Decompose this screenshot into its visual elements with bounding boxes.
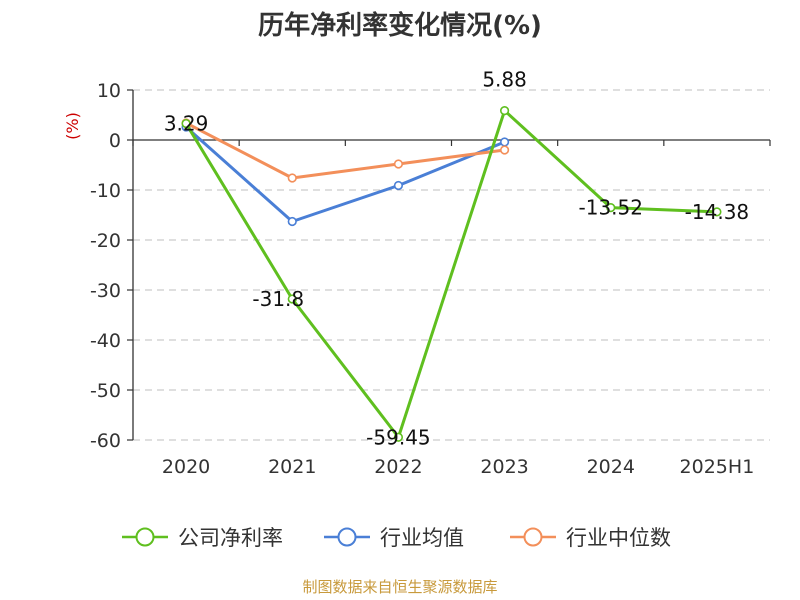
data-point bbox=[606, 203, 616, 213]
data-point bbox=[712, 207, 722, 217]
legend-swatch-marker bbox=[135, 527, 155, 547]
data-label: -31.8 bbox=[252, 287, 304, 311]
legend-label: 公司净利率 bbox=[178, 526, 283, 550]
series-line bbox=[185, 125, 506, 223]
data-source-note: 制图数据来自恒生聚源数据库 bbox=[302, 578, 497, 596]
x-tick-label: 2021 bbox=[268, 456, 316, 478]
data-point bbox=[287, 216, 297, 227]
chart-title: 历年净利率变化情况(%) bbox=[258, 10, 542, 41]
data-point bbox=[393, 159, 404, 169]
x-tick-label: 2022 bbox=[374, 456, 422, 478]
legend-item-3: 行业中位数 bbox=[510, 526, 671, 550]
data-label: -14.38 bbox=[685, 200, 749, 224]
legend-item-2: 行业均值 bbox=[324, 526, 464, 550]
data-point bbox=[287, 294, 297, 304]
data-label: -13.52 bbox=[579, 196, 643, 220]
data-point bbox=[499, 137, 510, 147]
data-label: 3.29 bbox=[164, 112, 209, 136]
y-tick-label: -30 bbox=[90, 280, 121, 302]
data-label-layer: 3.29 -31.8 -59.45 5.88 -13.52 -14.38 bbox=[164, 68, 749, 450]
y-tick-label: -40 bbox=[90, 330, 121, 352]
axis-layer: 10 0 -10 -20 -30 -40 -50 -60 2020 2021 2022 2023 202… bbox=[90, 80, 771, 478]
x-tick-label: 2023 bbox=[480, 456, 528, 478]
data-point bbox=[181, 118, 191, 129]
data-label: 5.88 bbox=[482, 68, 527, 92]
y-tick-label: 10 bbox=[97, 80, 121, 102]
x-tick-label: 2020 bbox=[162, 456, 210, 478]
data-point bbox=[499, 105, 510, 116]
legend: 公司净利率 行业均值 行业中位数 bbox=[122, 526, 671, 550]
data-point bbox=[499, 145, 510, 155]
y-tick-label: -20 bbox=[90, 230, 121, 252]
y-tick-label: -50 bbox=[90, 380, 121, 402]
legend-label: 行业均值 bbox=[380, 526, 464, 550]
series-2 bbox=[181, 122, 510, 227]
data-point bbox=[393, 180, 404, 191]
y-tick-label: -10 bbox=[90, 180, 121, 202]
data-point bbox=[287, 173, 297, 183]
legend-item-1: 公司净利率 bbox=[122, 526, 283, 550]
series-1 bbox=[181, 105, 722, 442]
legend-swatch-marker bbox=[523, 527, 543, 547]
legend-swatch-marker bbox=[337, 527, 357, 547]
x-tick-label: 2025H1 bbox=[680, 456, 755, 478]
y-tick-label: -60 bbox=[90, 430, 121, 452]
y-axis-label: (%) bbox=[63, 112, 82, 140]
data-point bbox=[393, 432, 404, 442]
x-tick-label: 2024 bbox=[587, 456, 635, 478]
series-line bbox=[185, 121, 505, 180]
data-label: -59.45 bbox=[366, 425, 430, 449]
series-3 bbox=[181, 118, 510, 183]
grid-layer bbox=[133, 89, 770, 441]
series-layer bbox=[181, 105, 722, 442]
y-tick-label: 0 bbox=[109, 130, 121, 152]
series-line bbox=[184, 109, 717, 439]
legend-label: 行业中位数 bbox=[566, 526, 671, 550]
